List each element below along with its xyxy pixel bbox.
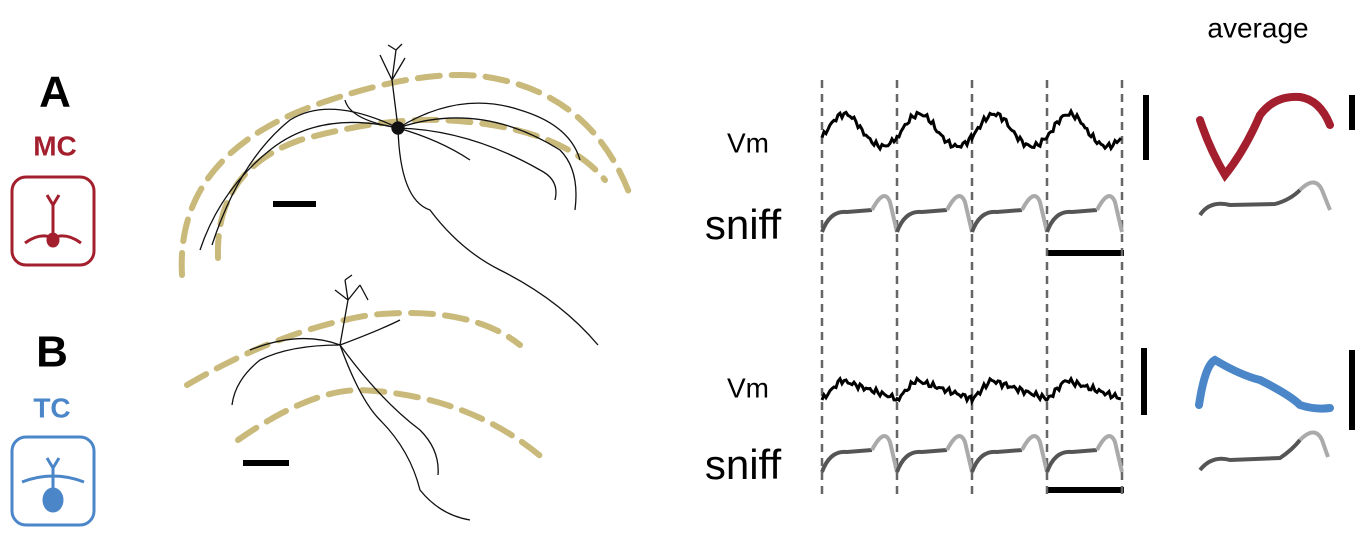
sniff-trace xyxy=(1045,208,1098,233)
sniff-trace xyxy=(970,448,1023,473)
trace-label: Vm xyxy=(727,372,769,403)
sniff-trace xyxy=(895,208,948,233)
vm-trace xyxy=(820,107,1123,152)
sniff-trace xyxy=(820,208,873,233)
average-trace-tc xyxy=(1195,355,1334,413)
neuron-tc xyxy=(231,274,471,521)
sniff-trace xyxy=(1020,434,1049,473)
average-sniff xyxy=(1198,438,1302,472)
sniff-label: sniff xyxy=(705,201,782,248)
cell-type: TC xyxy=(33,392,70,423)
sniff-trace xyxy=(1020,194,1049,233)
trace-label: Vm xyxy=(727,127,769,158)
sniff-trace xyxy=(945,434,974,473)
layer-boundary xyxy=(214,116,608,261)
average-sniff xyxy=(1298,180,1332,211)
panel-letter: B xyxy=(36,328,68,377)
sniff-trace xyxy=(970,208,1023,233)
sniff-trace xyxy=(895,448,948,473)
sniff-trace xyxy=(870,194,899,233)
mc-icon xyxy=(10,175,96,267)
neuron-mc xyxy=(199,43,599,346)
average-trace-mc xyxy=(1196,92,1334,182)
average-label: average xyxy=(1207,12,1308,43)
layer-boundary xyxy=(235,386,548,463)
average-sniff xyxy=(1298,430,1330,458)
average-sniff xyxy=(1198,188,1302,217)
sniff-trace xyxy=(1095,194,1124,233)
panel-letter: A xyxy=(39,68,71,117)
cell-type: MC xyxy=(33,130,77,161)
layer-boundary xyxy=(178,72,633,278)
layer-boundary xyxy=(184,310,523,388)
sniff-trace xyxy=(1095,434,1124,473)
sniff-label: sniff xyxy=(705,441,782,488)
sniff-trace xyxy=(1045,448,1098,473)
tc-icon xyxy=(10,435,96,527)
vm-trace xyxy=(820,375,1122,406)
sniff-trace xyxy=(945,194,974,233)
sniff-trace xyxy=(870,434,899,473)
sniff-trace xyxy=(820,448,873,473)
